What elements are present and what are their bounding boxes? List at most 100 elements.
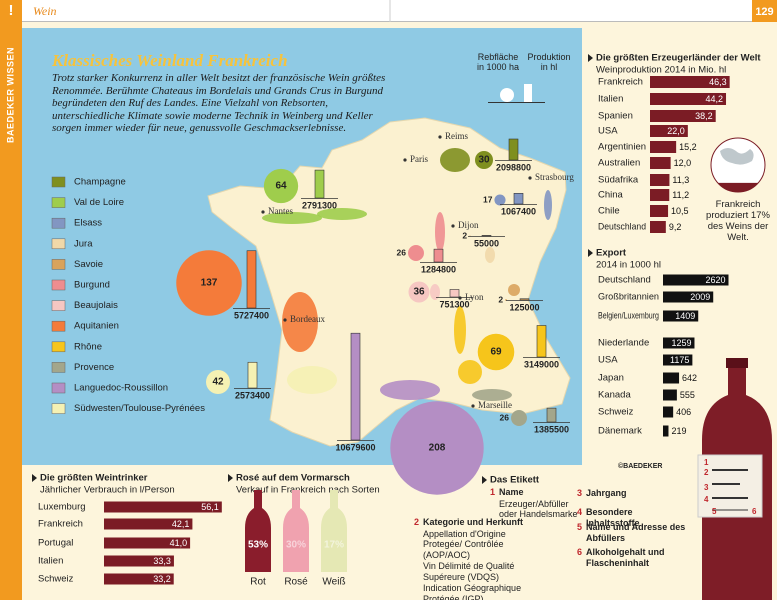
value-label: 11,3	[672, 175, 689, 185]
bar	[650, 221, 666, 233]
category-label: Kanada	[598, 390, 631, 401]
item-number: 1	[490, 487, 496, 497]
value-label: 33,3	[153, 556, 171, 566]
side-strip	[0, 0, 22, 600]
chart-subtitle: 2014 in 1000 hl	[596, 260, 661, 271]
category-label: Frankreich	[38, 519, 83, 530]
bottle-marker: 5	[712, 507, 717, 516]
production-bar	[508, 138, 519, 161]
area-label: 2	[462, 230, 467, 240]
value-label: 44,2	[705, 94, 723, 104]
legend-label: Beaujolais	[74, 300, 118, 311]
area-label: 42	[212, 377, 224, 388]
legend-label: Südwesten/Toulouse-Pyrénées	[74, 403, 205, 414]
legend-label: Jura	[74, 238, 93, 249]
category-label: Rot	[250, 577, 266, 588]
category-label: Spanien	[598, 111, 633, 122]
item-number: 2	[414, 517, 420, 527]
value-label: 11,2	[672, 190, 689, 200]
chart-title: Export	[596, 248, 627, 259]
city-label: Reims	[445, 131, 468, 141]
legend-swatch	[51, 341, 66, 353]
page-number: 129	[755, 6, 773, 18]
bottle	[283, 490, 309, 572]
bar	[104, 518, 193, 530]
item-text: Vin Délimité de Qualité Supéreure (VDQS)	[423, 561, 515, 582]
value-label: 9,2	[669, 222, 682, 232]
header-brand: BAEDEKER WISSEN	[5, 47, 15, 143]
bullet	[588, 249, 593, 257]
category-label: Rosé	[284, 577, 308, 588]
production-bar	[314, 169, 325, 199]
wine-area	[544, 190, 552, 220]
value-label: 1259	[671, 338, 691, 348]
production-label: 1067400	[501, 206, 536, 216]
production-bar	[449, 289, 460, 298]
legend-swatch	[51, 300, 66, 311]
key-production-label: Produktion in hl	[527, 52, 571, 72]
key-bar	[524, 84, 532, 102]
bottle	[321, 490, 347, 572]
legend-label: Val de Loire	[74, 197, 124, 208]
bottle-marker: 3	[704, 483, 709, 492]
item-number: 4	[577, 507, 583, 517]
chart-subtitle: Jährlicher Verbrauch in l/Person	[40, 485, 175, 496]
category-label: Australien	[598, 158, 640, 169]
bar	[650, 174, 670, 186]
bar	[650, 93, 727, 105]
area-bubble	[477, 333, 515, 371]
bar	[650, 141, 677, 153]
bar	[663, 274, 729, 286]
legend-label: Elsass	[74, 218, 102, 229]
share-label: 30%	[286, 540, 306, 551]
bottle-marker: 1	[704, 458, 709, 467]
legend-swatch	[51, 259, 66, 270]
wine-area	[317, 208, 367, 220]
production-label: 3149000	[524, 359, 559, 369]
legend-swatch	[51, 279, 66, 291]
bar	[663, 354, 693, 366]
legend-label: Champagne	[74, 177, 126, 188]
value-label: 1175	[670, 355, 689, 365]
area-label: 64	[275, 181, 287, 192]
category-label: Italien	[38, 556, 63, 567]
wine-area	[282, 292, 318, 352]
bar	[663, 310, 699, 322]
bottle	[245, 490, 271, 572]
key-area-label: Rebfläche in 1000 ha	[476, 52, 520, 72]
area-label: 2	[498, 294, 503, 304]
bar	[663, 406, 674, 418]
area-bubble	[263, 168, 299, 204]
city-dot	[261, 210, 265, 214]
bottle-marker: 6	[752, 507, 757, 516]
item-title: Kategorie und Herkunft	[423, 517, 524, 527]
city-dot	[451, 224, 455, 228]
city-dot	[403, 158, 407, 162]
area-bubble	[408, 281, 430, 303]
bottle-marker: 4	[704, 495, 709, 504]
value-label: 42,1	[172, 519, 190, 529]
item-number: 6	[577, 547, 583, 557]
bar	[663, 372, 680, 384]
area-label: 26	[500, 412, 510, 422]
bottle-cap	[726, 358, 748, 368]
value-label: 41,0	[170, 538, 188, 548]
production-bar	[519, 298, 530, 301]
legend-label: Burgund	[74, 280, 110, 291]
category-label: Portugal	[38, 538, 73, 549]
item-title: Alkoholgehalt und Flascheninhalt	[586, 547, 665, 568]
category-label: Belgien/Luxemburg	[598, 311, 659, 322]
wine-area	[485, 247, 495, 263]
bar	[104, 555, 174, 567]
area-bubble	[494, 194, 506, 206]
bar	[650, 76, 730, 88]
bullet	[228, 474, 233, 482]
legend-swatch	[51, 217, 66, 229]
category-label: Deutschland	[598, 222, 646, 233]
bar	[650, 205, 669, 217]
wine-area	[440, 148, 470, 172]
value-label: 56,1	[201, 502, 219, 512]
area-label: 30	[478, 155, 490, 166]
production-label: 1385500	[534, 424, 569, 434]
value-label: 46,3	[709, 77, 727, 87]
